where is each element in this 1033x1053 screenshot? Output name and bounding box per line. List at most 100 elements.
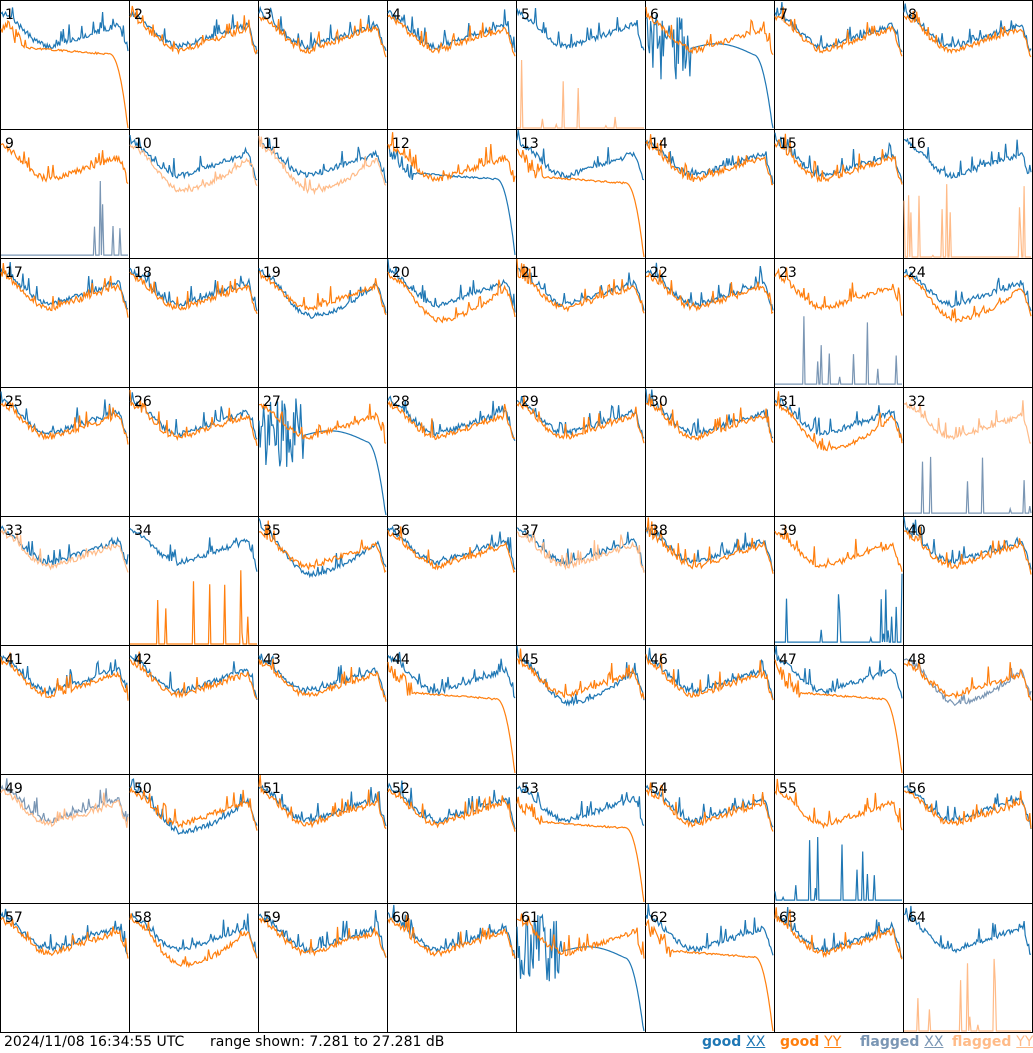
- tile-label: 43: [263, 652, 281, 668]
- tile-frame: [645, 645, 775, 775]
- series-xx-tile-39: [775, 573, 903, 643]
- tile-frame: [645, 387, 775, 517]
- tile-38: 38: [645, 516, 775, 646]
- series-xx-tile-17: [0, 262, 129, 310]
- tile-label: 15: [779, 136, 797, 152]
- series-xx-tile-52: [387, 780, 516, 830]
- timestamp: 2024/11/08 16:34:55 UTC: [4, 1034, 185, 1050]
- legend-good-yy: good YY: [780, 1034, 841, 1050]
- series-yy-tile-32: [903, 400, 1032, 444]
- tile-label: 36: [392, 523, 410, 539]
- series-yy-tile-8: [903, 11, 1032, 58]
- tile-39: 39: [774, 516, 904, 646]
- tile-30: 30: [645, 387, 775, 517]
- tile-label: 6: [650, 7, 659, 23]
- series-yy-tile-53: [516, 796, 645, 903]
- series-xx-tile-50: [129, 778, 258, 835]
- tile-label: 11: [263, 136, 281, 152]
- legend-flagged-yy-pol: YY: [1016, 1034, 1033, 1050]
- series-xx-tile-7: [774, 1, 903, 53]
- series-yy-tile-54: [645, 782, 774, 832]
- tile-frame: [645, 903, 775, 1033]
- tile-49: 49: [0, 774, 130, 904]
- tile-frame: [774, 0, 904, 130]
- series-yy-tile-38: [645, 517, 774, 574]
- tile-label: 42: [134, 652, 152, 668]
- series-yy-tile-45: [516, 648, 645, 700]
- tile-label: 4: [392, 7, 401, 23]
- series-yy-tile-31: [774, 391, 903, 452]
- range-text: range shown: 7.281 to 27.281 dB: [210, 1034, 445, 1050]
- series-xx-tile-57: [0, 908, 129, 955]
- tile-frame: [0, 129, 130, 259]
- series-yy-tile-27: [259, 403, 387, 444]
- series-yy-tile-23: [774, 267, 903, 316]
- series-xx-tile-33: [0, 525, 129, 566]
- tile-label: 55: [779, 781, 797, 797]
- tile-3: 3: [258, 0, 388, 130]
- tile-label: 49: [5, 781, 23, 797]
- tile-11: 11: [258, 129, 388, 259]
- tile-44: 44: [387, 645, 517, 775]
- tile-label: 44: [392, 652, 410, 668]
- series-yy-tile-63: [774, 907, 903, 960]
- tile-46: 46: [645, 645, 775, 775]
- tile-label: 52: [392, 781, 410, 797]
- tile-label: 31: [779, 394, 797, 410]
- tile-51: 51: [258, 774, 388, 904]
- legend-flagged-yy-prefix: flagged: [952, 1034, 1017, 1050]
- tile-43: 43: [258, 645, 388, 775]
- series-yy-tile-17: [0, 263, 129, 318]
- tile-label: 7: [779, 7, 788, 23]
- tile-label: 3: [263, 7, 272, 23]
- series-xx-tile-36: [387, 525, 516, 570]
- tile-50: 50: [129, 774, 259, 904]
- tile-17: 17: [0, 258, 130, 388]
- series-yy-tile-1: [0, 19, 129, 129]
- series-xx-tile-62: [645, 903, 774, 956]
- series-yy-tile-9: [0, 143, 129, 185]
- series-xx-tile-16: [903, 137, 1032, 180]
- series-yy-tile-13: [516, 148, 645, 258]
- tile-label: 28: [392, 394, 410, 410]
- tile-32: 32: [903, 387, 1033, 517]
- tile-40: 40: [903, 516, 1033, 646]
- series-xx-tile-47: [774, 645, 903, 699]
- tile-label: 19: [263, 265, 281, 281]
- series-xx-tile-10: [129, 135, 258, 181]
- series-xx-tile-55: [774, 836, 902, 901]
- tile-52: 52: [387, 774, 517, 904]
- series-xx-tile-45: [516, 645, 645, 707]
- tile-label: 8: [908, 7, 917, 23]
- series-yy-tile-58: [129, 913, 258, 969]
- tile-frame: [774, 645, 904, 775]
- tile-label: 13: [521, 136, 539, 152]
- tile-label: 51: [263, 781, 281, 797]
- series-yy-tile-5: [517, 59, 644, 129]
- tile-2: 2: [129, 0, 259, 130]
- series-yy-tile-60: [387, 914, 516, 959]
- footer: 2024/11/08 16:34:55 UTC range shown: 7.2…: [0, 1033, 1033, 1053]
- legend-flagged-yy: flagged YY: [952, 1034, 1033, 1050]
- series-xx-tile-27: [258, 398, 387, 516]
- tile-frame: [129, 0, 259, 130]
- series-yy-tile-55: [774, 778, 903, 831]
- series-yy-tile-12: [387, 132, 516, 183]
- tile-label: 56: [908, 781, 926, 797]
- tile-55: 55: [774, 774, 904, 904]
- series-xx-tile-13: [516, 129, 645, 181]
- tile-label: 27: [263, 394, 281, 410]
- series-xx-tile-32: [904, 456, 1032, 514]
- tile-label: 17: [5, 265, 23, 281]
- tile-20: 20: [387, 258, 517, 388]
- tile-label: 18: [134, 265, 152, 281]
- series-yy-tile-2: [129, 5, 258, 55]
- tile-21: 21: [516, 258, 646, 388]
- tile-frame: [0, 0, 130, 130]
- tile-frame: [516, 645, 646, 775]
- series-yy-tile-33: [0, 527, 129, 573]
- series-yy-tile-28: [387, 400, 516, 441]
- tile-label: 60: [392, 910, 410, 926]
- series-yy-tile-21: [516, 258, 645, 314]
- tile-label: 47: [779, 652, 797, 668]
